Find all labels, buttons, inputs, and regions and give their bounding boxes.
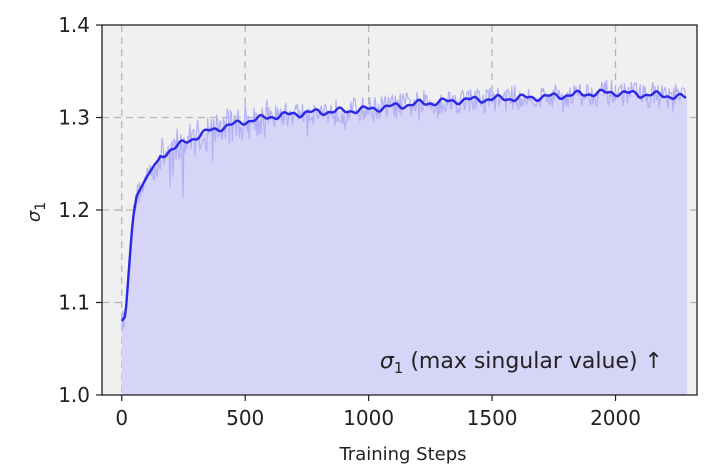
y-axis-title: σ1 bbox=[24, 202, 49, 222]
x-tick-label-3: 1500 bbox=[467, 406, 518, 430]
x-tick-label-0: 0 bbox=[115, 406, 128, 430]
y-tick-label-0: 1.0 bbox=[58, 383, 90, 407]
area-fill-path bbox=[121, 92, 688, 395]
raw-series bbox=[121, 79, 687, 331]
x-tick-label-1: 500 bbox=[226, 406, 264, 430]
annotation-subscript: 1 bbox=[394, 359, 404, 377]
annotation-label: σ1 (max singular value) ↑ bbox=[380, 349, 663, 377]
annotation-text: (max singular value) ↑ bbox=[403, 349, 663, 374]
raw-line bbox=[121, 79, 687, 331]
annotation-symbol: σ bbox=[380, 349, 395, 374]
area-fill bbox=[121, 92, 688, 395]
plot-frame bbox=[101, 24, 698, 396]
y-axis-subscript: 1 bbox=[33, 202, 49, 211]
smoothed-series bbox=[120, 88, 687, 322]
y-tick-label-1: 1.1 bbox=[58, 291, 90, 315]
x-axis-title: Training Steps bbox=[338, 444, 466, 465]
y-axis-symbol: σ bbox=[24, 210, 45, 222]
x-tick-label-2: 1000 bbox=[343, 406, 394, 430]
y-tick-label-4: 1.4 bbox=[58, 13, 90, 37]
x-tick-label-4: 2000 bbox=[590, 406, 641, 430]
y-tick-label-3: 1.3 bbox=[58, 106, 90, 130]
ticks: 0 500 1000 1500 2000 1.0 1.1 1.2 1.3 1.4 bbox=[58, 13, 641, 430]
smoothed-line bbox=[120, 88, 687, 322]
y-tick-label-2: 1.2 bbox=[58, 198, 90, 222]
